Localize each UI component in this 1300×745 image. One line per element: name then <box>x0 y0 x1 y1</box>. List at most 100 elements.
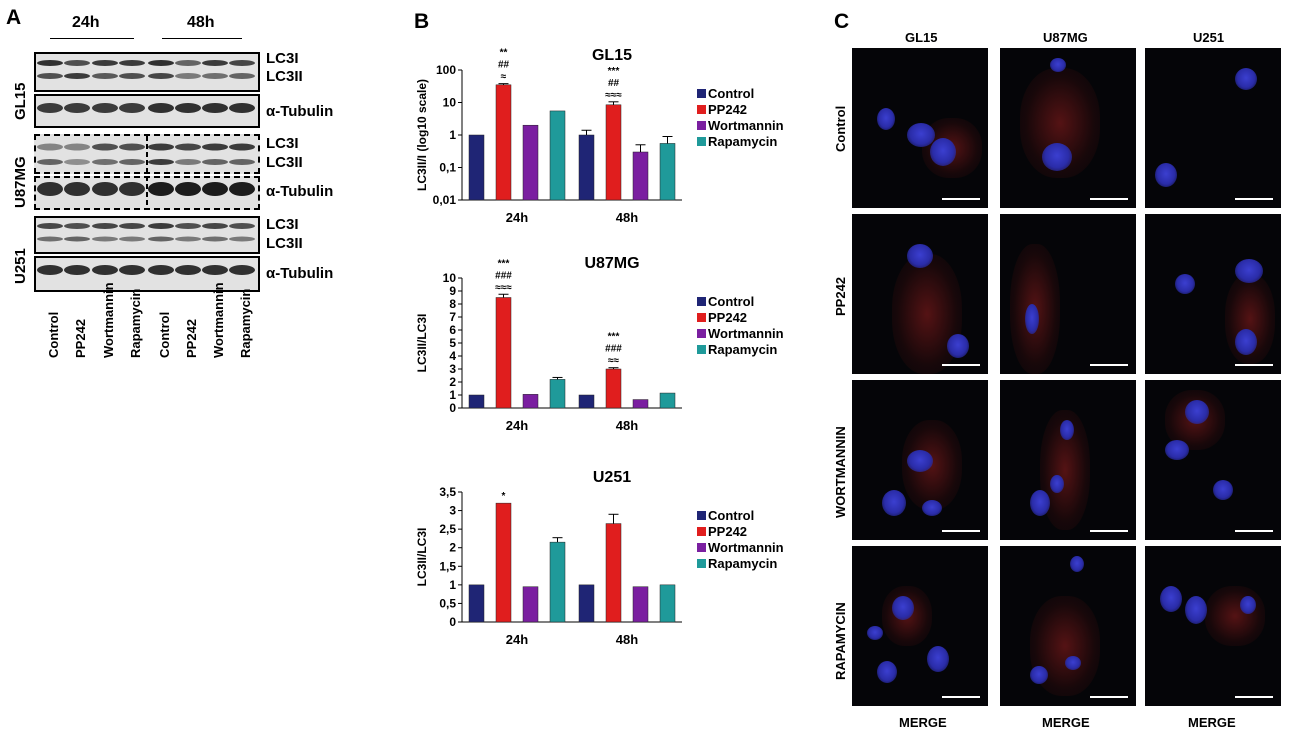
blot-gl15-lc3 <box>34 52 260 92</box>
bar <box>468 584 485 623</box>
lane-label: Control <box>46 311 61 358</box>
band-label-lc3ii-u87mg: LC3II <box>266 154 303 171</box>
blot-band <box>64 73 90 79</box>
bar <box>522 124 539 201</box>
blot-band <box>148 236 174 242</box>
nucleus-stain <box>907 123 935 147</box>
legend-swatch <box>697 329 706 338</box>
y-tick-label: 4 <box>449 349 456 363</box>
time-bar-24h <box>50 38 134 39</box>
blot-band <box>175 223 201 229</box>
scale-bar <box>1235 198 1273 200</box>
blot-band <box>229 236 255 242</box>
lane-label: PP242 <box>73 318 88 358</box>
y-tick-label: 1 <box>449 128 456 142</box>
blot-band <box>229 182 255 196</box>
significance-label: ### <box>605 344 622 355</box>
blot-band <box>92 223 118 229</box>
band-label-tubulin-gl15: α-Tubulin <box>266 103 334 120</box>
blot-band <box>37 223 63 229</box>
column-label-u251: U251 <box>1193 30 1225 45</box>
blot-band <box>64 103 90 113</box>
blot-band <box>175 236 201 242</box>
blot-band <box>119 236 145 242</box>
nucleus-stain <box>1155 163 1177 187</box>
scale-bar <box>1090 364 1128 366</box>
y-axis-label: LC3II/LC3I <box>415 528 429 587</box>
footer-label-merge: MERGE <box>1188 715 1236 730</box>
bar <box>578 134 595 201</box>
nucleus-stain <box>1030 490 1050 516</box>
band-label-tubulin-u251: α-Tubulin <box>266 265 334 282</box>
blot-band <box>37 60 63 66</box>
nucleus-stain <box>947 334 969 358</box>
bar <box>659 584 676 623</box>
scale-bar <box>1235 364 1273 366</box>
blot-band <box>119 265 145 275</box>
nucleus-stain <box>1050 58 1066 72</box>
y-tick-label: 9 <box>449 284 456 298</box>
micrograph-tile <box>1145 48 1281 208</box>
band-label-lc3i-u87mg: LC3I <box>266 135 299 152</box>
legend-swatch <box>697 137 706 146</box>
bar <box>578 584 595 623</box>
lane-label: PP242 <box>184 318 199 358</box>
x-tick-label: 48h <box>616 632 638 647</box>
nucleus-stain <box>1030 666 1048 684</box>
blot-band <box>64 182 90 196</box>
nucleus-stain <box>1185 400 1209 424</box>
bar <box>605 368 622 409</box>
legend-label: PP242 <box>708 102 747 117</box>
blot-band <box>202 143 228 151</box>
bar <box>659 392 676 409</box>
bar <box>605 523 622 623</box>
bar <box>495 502 512 623</box>
y-axis-label: LC3II/LC3I <box>415 314 429 373</box>
cell-line-label-u87mg: U87MG <box>12 156 29 208</box>
bar <box>632 586 649 623</box>
blot-band <box>37 143 63 151</box>
blot-band <box>175 182 201 196</box>
nucleus-stain <box>867 626 883 640</box>
blot-band <box>119 223 145 229</box>
nucleus-stain <box>1065 656 1081 670</box>
micrograph-tile <box>1000 380 1136 540</box>
significance-label: ** <box>500 48 508 59</box>
blot-band <box>229 73 255 79</box>
nucleus-stain <box>877 661 897 683</box>
blot-band <box>148 60 174 66</box>
band-label-tubulin-u87mg: α-Tubulin <box>266 183 334 200</box>
footer-label-merge: MERGE <box>899 715 947 730</box>
y-tick-label: 10 <box>443 96 457 110</box>
nucleus-stain <box>1042 143 1072 171</box>
legend-swatch <box>697 105 706 114</box>
panel-c-letter: C <box>834 10 850 33</box>
panel-a-letter: A <box>6 6 22 29</box>
row-label-rapamycin: RAPAMYCIN <box>833 602 848 680</box>
scale-bar <box>942 530 980 532</box>
y-tick-label: 8 <box>449 297 456 311</box>
nucleus-stain <box>927 646 949 672</box>
blot-band <box>64 143 90 151</box>
blot-band <box>119 182 145 196</box>
cytoplasm-stain <box>1205 586 1265 646</box>
micrograph-tile <box>852 546 988 706</box>
micrograph-tile <box>852 214 988 374</box>
blot-band <box>148 73 174 79</box>
bar <box>468 394 485 409</box>
bar <box>578 394 595 409</box>
bar <box>632 151 649 201</box>
blot-band <box>148 159 174 165</box>
band-label-lc3i-u251: LC3I <box>266 216 299 233</box>
time-bar-48h <box>162 38 242 39</box>
blot-band <box>148 103 174 113</box>
blot-band <box>92 60 118 66</box>
chart-title: GL15 <box>592 47 632 64</box>
band-label-lc3ii-u251: LC3II <box>266 235 303 252</box>
bar <box>632 399 649 409</box>
significance-label: ### <box>495 270 512 281</box>
cell-line-label-u251: U251 <box>12 248 29 284</box>
blot-band <box>229 159 255 165</box>
nucleus-stain <box>1235 68 1257 90</box>
lane-label: Control <box>157 311 172 358</box>
